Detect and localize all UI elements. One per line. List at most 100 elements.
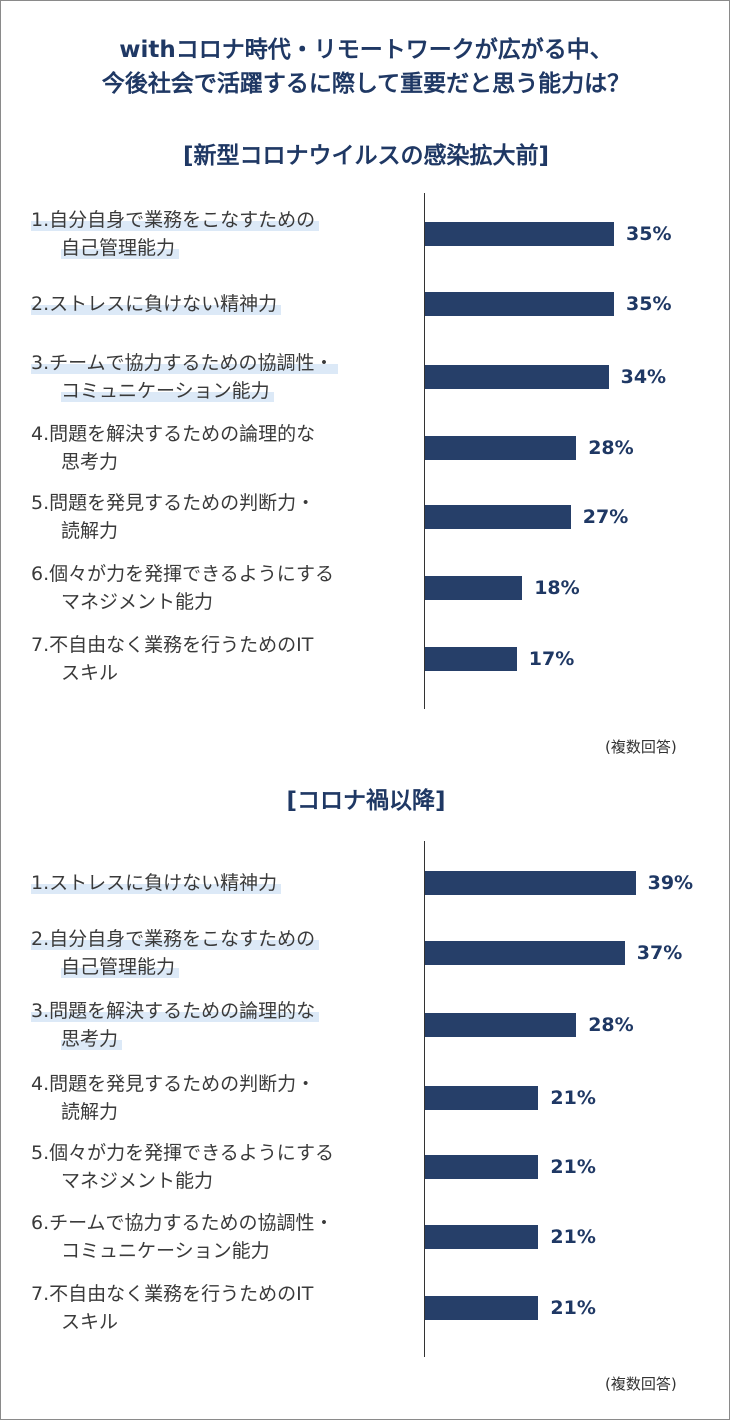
category-label: 4.問題を発見するための判断力・読解力 xyxy=(31,1070,421,1126)
data-label: 37% xyxy=(636,942,683,964)
bar xyxy=(425,1155,539,1179)
category-label: 7.不自由なく業務を行うためのIT スキル xyxy=(31,1280,421,1336)
category-label-text: 5.個々が力を発揮できるようにする xyxy=(31,1142,334,1164)
chart-title: [新型コロナウイルスの感染拡大前] xyxy=(182,143,550,169)
category-label-line: 5.問題を発見するための判断力・ xyxy=(31,489,421,517)
category-label-line: 思考力 xyxy=(31,1025,421,1053)
bar xyxy=(425,576,523,600)
category-label-line: 1.ストレスに負けない精神力 xyxy=(31,869,421,897)
category-label: 1.ストレスに負けない精神力 xyxy=(31,869,421,897)
data-label: 27% xyxy=(582,506,629,528)
category-label-line: コミュニケーション能力 xyxy=(31,377,421,405)
category-label-text: 3.チームで協力するための協調性・ xyxy=(31,352,338,374)
main-title-line-2: 今後社会で活躍するに際して重要だと思う能力は？ xyxy=(101,71,631,97)
category-label-text: コミュニケーション能力 xyxy=(61,1240,270,1262)
category-label-line: 6.チームで協力するための協調性・ xyxy=(31,1209,421,1237)
category-label-line: 3.チームで協力するための協調性・ xyxy=(31,349,421,377)
category-label: 6.個々が力を発揮できるようにするマネジメント能力 xyxy=(31,560,421,616)
category-label-text: マネジメント能力 xyxy=(61,591,214,613)
category-label-text: 読解力 xyxy=(61,520,119,542)
category-label-line: 7.不自由なく業務を行うためのIT xyxy=(31,631,421,659)
bar xyxy=(425,505,571,529)
category-label-line: 自己管理能力 xyxy=(31,234,421,262)
category-label-text: 2.ストレスに負けない精神力 xyxy=(31,293,282,315)
category-label: 3.チームで協力するための協調性・コミュニケーション能力 xyxy=(31,349,421,405)
category-label: 2.自分自身で業務をこなすための自己管理能力 xyxy=(31,925,421,981)
category-label-line: 2.自分自身で業務をこなすための xyxy=(31,925,421,953)
category-label-line: コミュニケーション能力 xyxy=(31,1237,421,1265)
category-label-line: 6.個々が力を発揮できるようにする xyxy=(31,560,421,588)
category-label-line: 4.問題を発見するための判断力・ xyxy=(31,1070,421,1098)
main-title-line-1: withコロナ時代・リモートワークが広がる中、 xyxy=(119,37,613,63)
category-label: 5.個々が力を発揮できるようにするマネジメント能力 xyxy=(31,1139,421,1195)
bar xyxy=(425,1013,577,1037)
category-label: 7.不自由なく業務を行うためのIT スキル xyxy=(31,631,421,687)
category-label-line: 2.ストレスに負けない精神力 xyxy=(31,290,421,318)
category-label: 2.ストレスに負けない精神力 xyxy=(31,290,421,318)
category-label-line: 読解力 xyxy=(31,1098,421,1126)
note-multiple-answers: (複数回答) xyxy=(605,738,677,756)
bar xyxy=(425,1086,539,1110)
data-label: 21% xyxy=(550,1297,596,1319)
category-label-text: 3.問題を解決するための論理的な xyxy=(31,1000,320,1022)
category-label-text: コミュニケーション能力 xyxy=(61,380,274,402)
data-label: 39% xyxy=(647,872,694,894)
bar xyxy=(425,647,517,671)
bar xyxy=(425,222,614,246)
data-label: 18% xyxy=(534,577,580,599)
category-axis xyxy=(424,193,425,709)
data-label: 28% xyxy=(588,437,634,459)
category-label-text: スキル xyxy=(61,1311,119,1333)
bar xyxy=(425,365,609,389)
category-label-line: 5.個々が力を発揮できるようにする xyxy=(31,1139,421,1167)
data-label: 21% xyxy=(550,1226,596,1248)
category-label-text: 5.問題を発見するための判断力・ xyxy=(31,492,316,514)
category-label: 6.チームで協力するための協調性・コミュニケーション能力 xyxy=(31,1209,421,1265)
category-label-text: 読解力 xyxy=(61,1101,119,1123)
category-label: 4.問題を解決するための論理的な思考力 xyxy=(31,420,421,476)
category-label-text: マネジメント能力 xyxy=(61,1170,214,1192)
category-label-line: マネジメント能力 xyxy=(31,588,421,616)
bar xyxy=(425,941,625,965)
category-label-text: 7.不自由なく業務を行うためのIT xyxy=(31,634,314,656)
category-label-text: 6.チームで協力するための協調性・ xyxy=(31,1212,334,1234)
bar xyxy=(425,1296,539,1320)
category-label-text: 思考力 xyxy=(61,451,119,473)
category-label-line: マネジメント能力 xyxy=(31,1167,421,1195)
category-label: 3.問題を解決するための論理的な思考力 xyxy=(31,997,421,1053)
data-label: 35% xyxy=(626,293,672,315)
category-label-text: 1.自分自身で業務をこなすための xyxy=(31,209,320,231)
note-multiple-answers: (複数回答) xyxy=(605,1375,677,1393)
category-label-text: 7.不自由なく業務を行うためのIT xyxy=(31,1283,314,1305)
category-label-line: 1.自分自身で業務をこなすための xyxy=(31,206,421,234)
category-label-line: 読解力 xyxy=(31,517,421,545)
data-label: 35% xyxy=(626,223,672,245)
category-label-text: 思考力 xyxy=(61,1028,123,1050)
category-label-line: スキル xyxy=(31,1308,421,1336)
category-label-text: 4.問題を発見するための判断力・ xyxy=(31,1073,316,1095)
bar xyxy=(425,1225,539,1249)
bar xyxy=(425,871,636,895)
category-label: 5.問題を発見するための判断力・読解力 xyxy=(31,489,421,545)
category-label-text: 1.ストレスに負けない精神力 xyxy=(31,872,282,894)
category-label-text: スキル xyxy=(61,662,119,684)
category-axis xyxy=(424,841,425,1357)
bar xyxy=(425,436,577,460)
data-label: 17% xyxy=(528,648,575,670)
category-label-text: 自己管理能力 xyxy=(61,237,180,259)
data-label: 34% xyxy=(620,366,667,388)
data-label: 21% xyxy=(550,1087,596,1109)
category-label-text: 6.個々が力を発揮できるようにする xyxy=(31,563,334,585)
category-label: 1.自分自身で業務をこなすための自己管理能力 xyxy=(31,206,421,262)
chart-title: [コロナ禍以降] xyxy=(286,788,446,814)
category-label-text: 自己管理能力 xyxy=(61,956,180,978)
category-label-line: 7.不自由なく業務を行うためのIT xyxy=(31,1280,421,1308)
category-label-line: 自己管理能力 xyxy=(31,953,421,981)
category-label-line: 4.問題を解決するための論理的な xyxy=(31,420,421,448)
category-label-text: 2.自分自身で業務をこなすための xyxy=(31,928,320,950)
data-label: 21% xyxy=(550,1156,596,1178)
category-label-line: スキル xyxy=(31,659,421,687)
category-label-line: 3.問題を解決するための論理的な xyxy=(31,997,421,1025)
data-label: 28% xyxy=(588,1014,634,1036)
